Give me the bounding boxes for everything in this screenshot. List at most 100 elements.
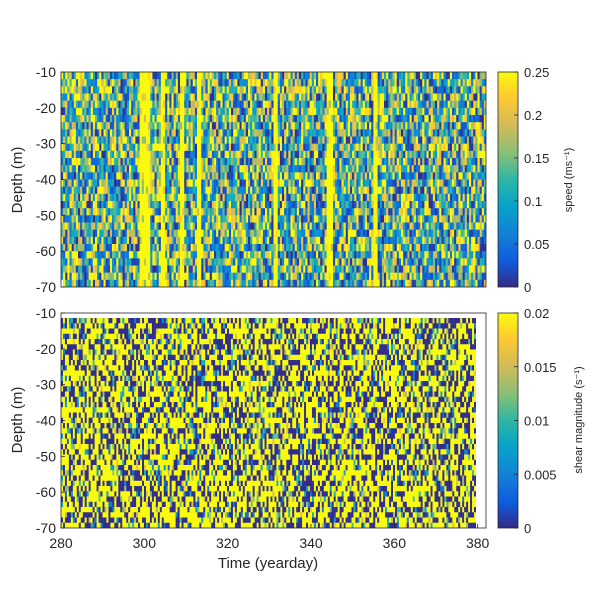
speed-cell xyxy=(82,150,85,159)
speed-cell xyxy=(167,193,170,202)
speed-cell xyxy=(194,165,198,173)
speed-cell xyxy=(254,265,257,273)
speed-cell xyxy=(114,93,117,101)
speed-cell xyxy=(171,72,175,80)
speed-cell xyxy=(175,143,179,152)
speed-cell xyxy=(216,72,219,80)
speed-cell xyxy=(307,279,311,287)
speed-cell xyxy=(105,150,109,159)
speed-cell xyxy=(273,86,277,94)
speed-cell xyxy=(137,229,141,238)
speed-cell xyxy=(413,107,417,116)
speed-cell xyxy=(352,208,355,216)
speed-cell xyxy=(175,201,179,209)
speed-cell xyxy=(126,165,130,173)
speed-cell xyxy=(352,136,355,144)
speed-cell xyxy=(250,115,253,123)
speed-cell xyxy=(65,244,68,252)
speed-cell xyxy=(301,186,304,195)
speed-cell xyxy=(143,201,147,209)
speed-cell xyxy=(358,158,362,166)
speed-cell xyxy=(343,229,347,238)
speed-cell xyxy=(211,236,215,245)
speed-cell xyxy=(303,265,306,273)
speed-cell xyxy=(345,72,349,80)
speed-cell xyxy=(231,265,234,273)
speed-cell xyxy=(222,150,226,159)
speed-cell xyxy=(398,193,402,202)
speed-cell xyxy=(292,86,296,94)
speed-cell xyxy=(265,186,268,195)
speed-cell xyxy=(201,251,204,259)
speed-cell xyxy=(352,86,355,94)
speed-cell xyxy=(169,165,172,173)
speed-cell xyxy=(150,129,153,137)
speed-cell xyxy=(73,143,77,152)
speed-cell xyxy=(197,222,200,230)
speed-cell xyxy=(224,222,228,230)
speed-cell xyxy=(245,229,249,238)
speed-cell xyxy=(239,179,243,187)
speed-cell xyxy=(373,79,376,87)
speed-cell xyxy=(152,193,155,202)
speed-cell xyxy=(411,186,415,195)
speed-cell xyxy=(103,236,107,245)
speed-cell xyxy=(324,215,328,223)
speed-cell xyxy=(324,86,328,94)
speed-cell xyxy=(313,222,317,230)
speed-cell xyxy=(279,279,283,287)
speed-cell xyxy=(347,86,351,94)
speed-cell xyxy=(299,201,302,209)
speed-cell xyxy=(379,72,383,80)
speed-cell xyxy=(220,265,223,273)
speed-cell xyxy=(69,244,73,252)
speed-cell xyxy=(379,201,383,209)
speed-cell xyxy=(313,86,317,94)
speed-cell xyxy=(124,229,128,238)
speed-cell xyxy=(311,172,315,180)
speed-cell xyxy=(116,251,119,259)
speed-cell xyxy=(95,165,98,173)
speed-cell xyxy=(203,72,206,80)
speed-cell xyxy=(186,222,189,230)
speed-cell xyxy=(394,143,398,152)
speed-cell xyxy=(262,201,266,209)
speed-cell xyxy=(350,136,353,144)
speed-cell xyxy=(377,193,381,202)
speed-cell xyxy=(256,201,260,209)
speed-cell xyxy=(80,179,83,187)
speed-cell xyxy=(305,244,308,252)
speed-cell xyxy=(82,201,85,209)
speed-cell xyxy=(398,100,402,109)
speed-cell xyxy=(364,86,368,94)
speed-cell xyxy=(341,172,345,180)
speed-cell xyxy=(235,172,238,180)
speed-cell xyxy=(333,150,336,159)
speed-cell xyxy=(260,150,264,159)
speed-cell xyxy=(216,179,219,187)
speed-cell xyxy=(177,86,181,94)
speed-cell xyxy=(131,236,134,245)
speed-cell xyxy=(201,172,204,180)
speed-cell xyxy=(82,136,85,144)
speed-cell xyxy=(124,179,128,187)
speed-cell xyxy=(90,143,94,152)
speed-cell xyxy=(288,93,291,101)
speed-cell xyxy=(141,158,145,166)
speed-cell xyxy=(165,236,168,245)
speed-cell xyxy=(322,279,325,287)
speed-cell xyxy=(347,122,351,130)
speed-cell xyxy=(139,186,143,195)
speed-cell xyxy=(182,244,185,252)
speed-cell xyxy=(398,136,402,144)
speed-cell xyxy=(116,172,119,180)
speed-cell xyxy=(126,129,130,137)
speed-cell xyxy=(150,158,153,166)
speed-cell xyxy=(222,172,226,180)
speed-cell xyxy=(152,258,155,266)
speed-cell xyxy=(82,93,85,101)
speed-cell xyxy=(254,86,257,94)
speed-cell xyxy=(269,229,272,238)
speed-cell xyxy=(199,93,202,101)
speed-cell xyxy=(186,86,189,94)
